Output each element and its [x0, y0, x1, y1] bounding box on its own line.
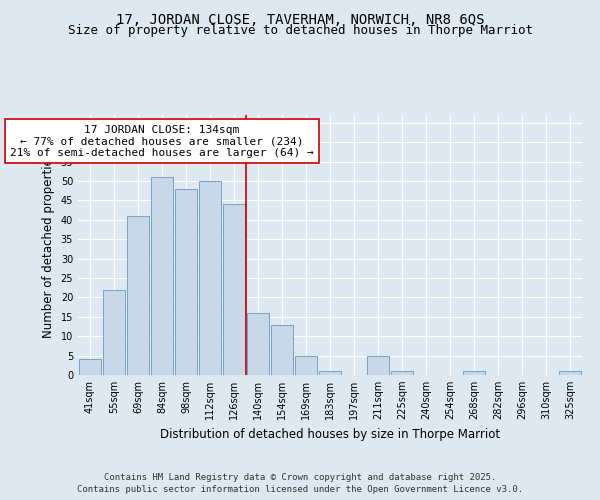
Text: 17 JORDAN CLOSE: 134sqm
← 77% of detached houses are smaller (234)
21% of semi-d: 17 JORDAN CLOSE: 134sqm ← 77% of detache… [10, 124, 314, 158]
Y-axis label: Number of detached properties: Number of detached properties [42, 152, 55, 338]
Bar [367, 356, 389, 375]
Text: 17, JORDAN CLOSE, TAVERHAM, NORWICH, NR8 6QS: 17, JORDAN CLOSE, TAVERHAM, NORWICH, NR8… [116, 12, 484, 26]
Bar [223, 204, 245, 375]
Bar [319, 371, 341, 375]
Text: Contains HM Land Registry data © Crown copyright and database right 2025.: Contains HM Land Registry data © Crown c… [104, 472, 496, 482]
Bar [175, 188, 197, 375]
Bar [247, 313, 269, 375]
X-axis label: Distribution of detached houses by size in Thorpe Marriot: Distribution of detached houses by size … [160, 428, 500, 440]
Bar [103, 290, 125, 375]
Bar [391, 371, 413, 375]
Bar [127, 216, 149, 375]
Text: Contains public sector information licensed under the Open Government Licence v3: Contains public sector information licen… [77, 485, 523, 494]
Bar [151, 177, 173, 375]
Bar [295, 356, 317, 375]
Bar [79, 360, 101, 375]
Bar [271, 324, 293, 375]
Bar [559, 371, 581, 375]
Text: Size of property relative to detached houses in Thorpe Marriot: Size of property relative to detached ho… [67, 24, 533, 37]
Bar [463, 371, 485, 375]
Bar [199, 181, 221, 375]
